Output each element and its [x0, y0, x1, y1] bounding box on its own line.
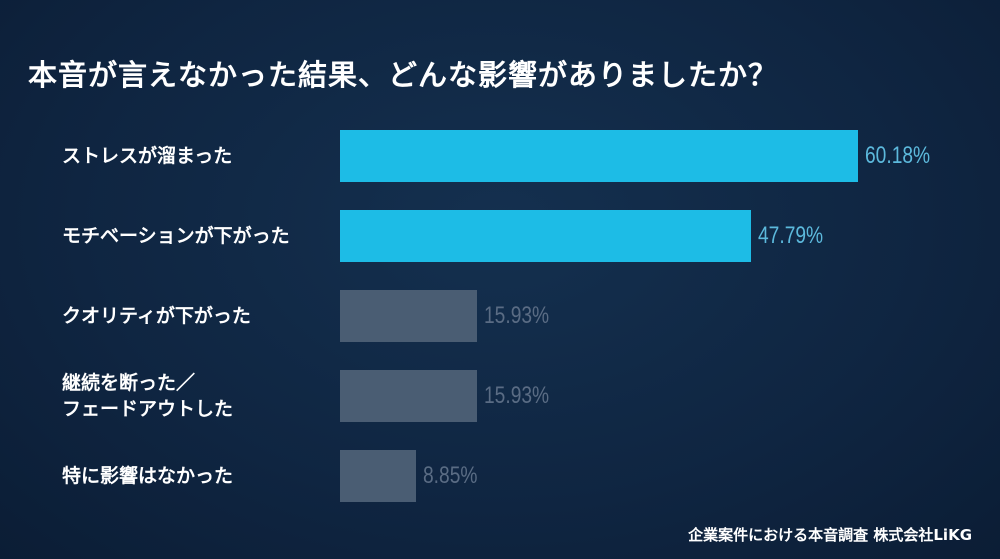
- category-label: 特に影響はなかった: [62, 465, 234, 487]
- value-label: 15.93%: [484, 382, 550, 409]
- value-label: 47.79%: [758, 222, 824, 249]
- value-label: 8.85%: [423, 462, 478, 489]
- category-label: 継続を断った／ フェードアウトした: [62, 372, 234, 420]
- category-label: クオリティが下がった: [62, 305, 251, 327]
- value-label: 15.93%: [484, 302, 550, 329]
- chart-title: 本音が言えなかった結果、どんな影響がありましたか？: [28, 58, 779, 92]
- category-label: モチベーションが下がった: [62, 225, 290, 247]
- category-label: ストレスが溜まった: [62, 145, 233, 167]
- bar: [340, 210, 752, 262]
- bar: [340, 450, 417, 502]
- bar: [340, 130, 859, 182]
- source-credit: 企業案件における本音調査 株式会社LiKG: [688, 526, 972, 544]
- bar: [340, 290, 478, 342]
- value-label: 60.18%: [865, 142, 931, 169]
- bar: [340, 370, 478, 422]
